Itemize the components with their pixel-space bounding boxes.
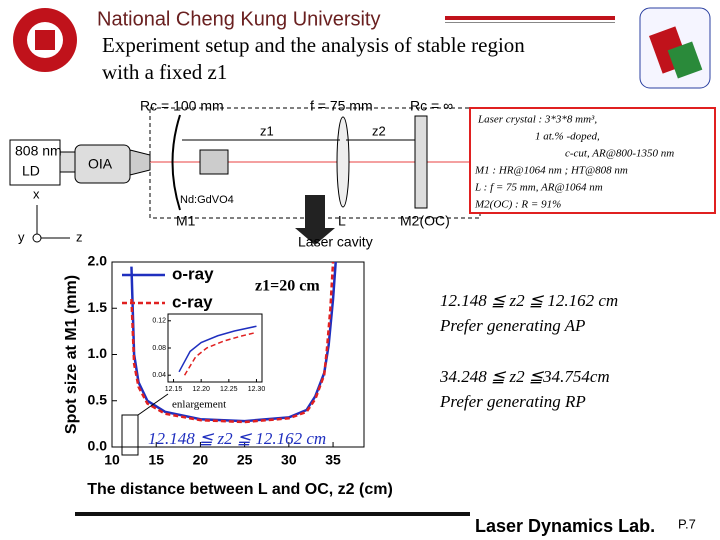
label: z bbox=[76, 229, 83, 244]
spec-line: L : f = 75 mm, AR@1064 nm bbox=[474, 182, 603, 194]
y-tick-label: 1.5 bbox=[88, 299, 108, 315]
note-text: Prefer generating RP bbox=[439, 392, 586, 411]
specs-box bbox=[469, 107, 716, 214]
label: LD bbox=[22, 163, 40, 179]
note-text: Prefer generating AP bbox=[439, 316, 585, 335]
label: x bbox=[33, 186, 40, 201]
y-tick-label: 0.5 bbox=[88, 391, 108, 407]
zoom-box bbox=[121, 414, 139, 456]
institution: National Cheng Kung University bbox=[97, 8, 381, 30]
series-line bbox=[183, 331, 257, 376]
label: Rc = ∞ bbox=[410, 98, 453, 114]
spec-line: 1 at.% -doped, bbox=[535, 131, 600, 143]
page-number: P.7 bbox=[678, 516, 696, 531]
zoom-link bbox=[137, 393, 169, 416]
series-line bbox=[130, 261, 335, 424]
annotation: z1=20 cm bbox=[255, 278, 320, 295]
lab-name: Laser Dynamics Lab. bbox=[475, 516, 655, 536]
label: z2 bbox=[372, 123, 386, 138]
spec-line: c-cut, AR@800-1350 nm bbox=[565, 148, 674, 160]
y-tick-label: 0.0 bbox=[88, 438, 108, 454]
inset-x-tick-label: 12.15 bbox=[165, 386, 183, 393]
inset-frame bbox=[167, 313, 263, 383]
header-rule bbox=[445, 16, 615, 20]
x-tick-label: 30 bbox=[281, 452, 297, 468]
note-range: 12.148 ≦ z2 ≦ 12.162 cm bbox=[440, 291, 618, 310]
x-tick-label: 35 bbox=[325, 452, 341, 468]
annotation: enlargement bbox=[172, 399, 226, 411]
university-logo bbox=[13, 8, 77, 72]
label: z1 bbox=[260, 123, 274, 138]
inset-x-tick-label: 12.30 bbox=[248, 386, 266, 393]
y-axis-label: Spot size at M1 (mm) bbox=[63, 275, 80, 434]
label: M2(OC) bbox=[400, 213, 450, 229]
inset-y-tick-label: 0.04 bbox=[152, 372, 166, 379]
label: 808 nm bbox=[15, 143, 62, 159]
header-rule bbox=[445, 22, 615, 23]
x-tick-label: 25 bbox=[237, 452, 253, 468]
label: Rc = 100 mm bbox=[140, 98, 224, 114]
title: Experiment setup and the analysis of sta… bbox=[102, 33, 525, 57]
label: y bbox=[18, 229, 25, 244]
x-axis-label: The distance between L and OC, z2 (cm) bbox=[87, 481, 393, 498]
label: Laser cavity bbox=[298, 234, 373, 250]
spec-line: M2(OC) : R = 91% bbox=[474, 199, 561, 211]
spec-line: Laser crystal : 3*3*8 mm³, bbox=[477, 114, 597, 126]
inset-x-tick-label: 12.20 bbox=[192, 386, 210, 393]
y-tick-label: 1.0 bbox=[88, 345, 108, 361]
inset-y-tick-label: 0.08 bbox=[152, 345, 166, 352]
label: M1 bbox=[176, 213, 196, 229]
x-tick-label: 15 bbox=[148, 452, 164, 468]
label: Nd:GdVO4 bbox=[180, 194, 234, 206]
label: OIA bbox=[88, 156, 113, 172]
x-tick-label: 10 bbox=[104, 452, 120, 468]
note-range: 34.248 ≦ z2 ≦34.754cm bbox=[439, 367, 610, 386]
x-tick-label: 20 bbox=[193, 452, 209, 468]
y-tick-label: 2.0 bbox=[88, 253, 108, 269]
footer-rule bbox=[75, 512, 470, 516]
inset-x-tick-label: 12.25 bbox=[220, 386, 238, 393]
series-line bbox=[178, 325, 257, 373]
lab-logo bbox=[639, 7, 711, 89]
spec-line: M1 : HR@1064 nm ; HT@808 nm bbox=[474, 165, 628, 177]
inset-y-tick-label: 0.12 bbox=[152, 318, 166, 325]
annotation: 12.148 ≦ z2 ≦ 12.162 cm bbox=[148, 429, 326, 448]
legend-label: o-ray bbox=[172, 264, 214, 283]
setup-diagram bbox=[9, 107, 481, 245]
title: with a fixed z1 bbox=[102, 60, 227, 84]
label: f = 75 mm bbox=[310, 98, 373, 114]
label: L bbox=[338, 213, 346, 229]
legend-label: c-ray bbox=[172, 292, 213, 311]
